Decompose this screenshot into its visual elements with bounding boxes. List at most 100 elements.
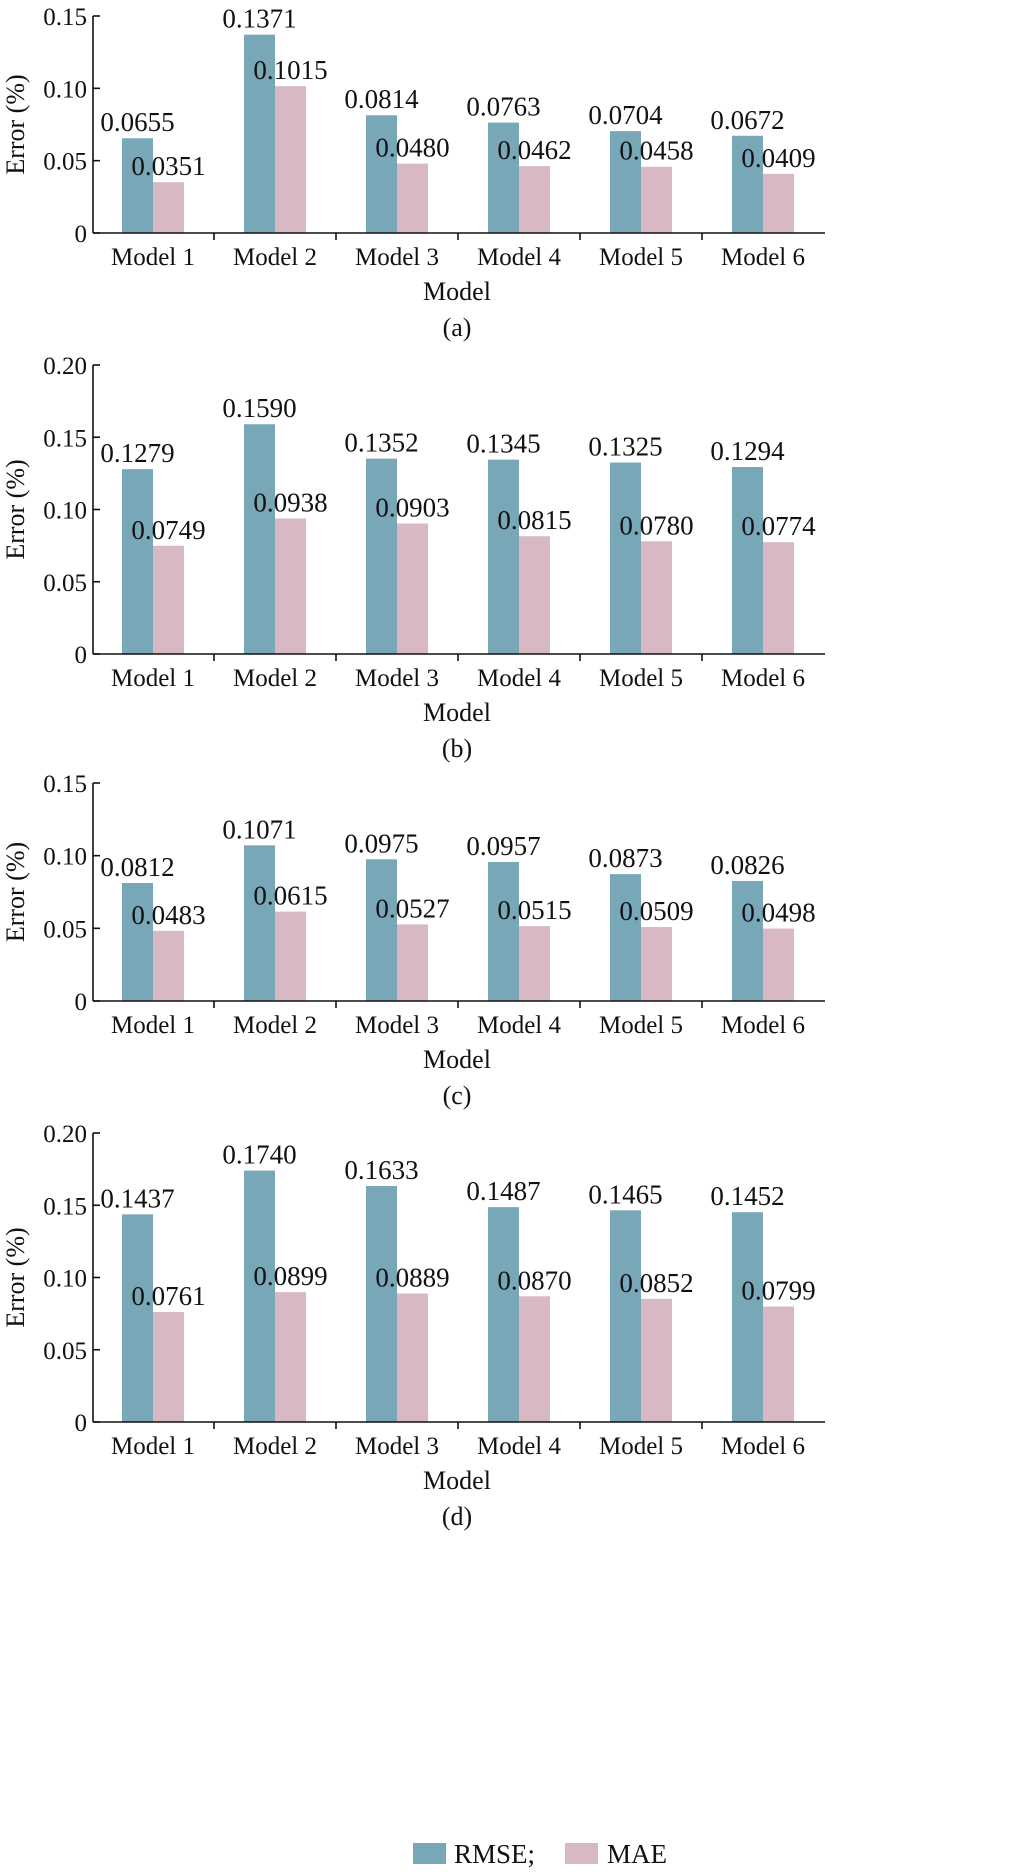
bar-value-label: 0.0815	[497, 505, 571, 535]
bar-value-label: 0.0903	[375, 493, 449, 523]
legend-label-mae: MAE	[607, 1839, 667, 1869]
panel-label: (d)	[442, 1502, 472, 1531]
bar-value-label: 0.1465	[588, 1179, 662, 1209]
x-tick-label: Model 5	[599, 665, 683, 692]
x-axis-title: Model	[423, 1045, 491, 1074]
x-tick-label: Model 5	[599, 1433, 683, 1460]
bar-rmse-4	[488, 122, 519, 233]
x-tick-label: Model 1	[111, 1433, 195, 1460]
bar-value-label: 0.1487	[466, 1176, 540, 1206]
y-tick-label: 0.05	[43, 149, 87, 176]
bar-rmse-3	[366, 115, 397, 233]
chart-panel-1: 0.0655 0.0351 Model 1 0.1371 0.1015 Model 2 0.…	[1, 4, 825, 342]
bar-rmse-3	[366, 458, 397, 654]
bar-value-label: 0.1452	[710, 1181, 784, 1211]
bar-mae-1	[153, 545, 184, 654]
bar-mae-5	[641, 166, 672, 233]
x-tick-label: Model 6	[721, 665, 805, 692]
x-tick-label: Model 6	[721, 1433, 805, 1460]
bar-value-label: 0.0774	[741, 511, 816, 541]
bar-mae-3	[397, 523, 428, 654]
bar-mae-3	[397, 1293, 428, 1422]
bar-rmse-6	[732, 467, 763, 654]
y-axis-title: Error (%)	[1, 459, 30, 559]
bar-rmse-4	[488, 861, 519, 1001]
bar-rmse-5	[610, 131, 641, 233]
bar-rmse-2	[244, 34, 275, 233]
bar-rmse-1	[122, 1214, 153, 1422]
x-tick-label: Model 4	[477, 1012, 562, 1039]
x-tick-label: Model 6	[721, 244, 805, 271]
bar-value-label: 0.0615	[253, 881, 327, 911]
bar-value-label: 0.0483	[131, 900, 205, 930]
x-tick-label: Model 5	[599, 244, 683, 271]
bar-mae-4	[519, 926, 550, 1001]
bar-value-label: 0.0761	[131, 1281, 205, 1311]
x-tick-label: Model 2	[233, 1433, 317, 1460]
bar-mae-1	[153, 1312, 184, 1422]
bar-mae-5	[641, 927, 672, 1001]
bar-value-label: 0.0870	[497, 1265, 571, 1295]
x-tick-label: Model 4	[477, 1433, 562, 1460]
y-tick-label: 0.20	[43, 353, 87, 380]
bar-value-label: 0.0799	[741, 1276, 815, 1306]
y-tick-label: 0.15	[43, 1193, 87, 1220]
chart-panel-3: 0.0812 0.0483 Model 1 0.1071 0.0615 Model 2 0.…	[1, 771, 825, 1110]
bar-rmse-6	[732, 880, 763, 1001]
bar-value-label: 0.0889	[375, 1263, 449, 1293]
x-tick-label: Model 2	[233, 244, 317, 271]
legend: RMSE; MAE	[413, 1839, 667, 1869]
bar-mae-2	[275, 86, 306, 233]
legend-swatch-mae	[565, 1843, 598, 1864]
bar-value-label: 0.0480	[375, 133, 449, 163]
bar-mae-3	[397, 924, 428, 1001]
y-tick-label: 0	[75, 1410, 88, 1437]
bar-value-label: 0.1437	[100, 1183, 174, 1213]
bar-rmse-1	[122, 469, 153, 654]
x-axis-title: Model	[423, 1466, 491, 1495]
y-tick-label: 0	[75, 989, 88, 1016]
bar-value-label: 0.0826	[710, 850, 784, 880]
bar-rmse-3	[366, 1186, 397, 1422]
x-tick-label: Model 3	[355, 1012, 439, 1039]
bar-value-label: 0.1325	[588, 432, 662, 462]
bar-mae-5	[641, 541, 672, 654]
bar-value-label: 0.1352	[344, 428, 418, 458]
bar-mae-4	[519, 536, 550, 654]
x-tick-label: Model 3	[355, 1433, 439, 1460]
bar-rmse-2	[244, 845, 275, 1001]
x-tick-label: Model 1	[111, 244, 195, 271]
bar-value-label: 0.0814	[344, 84, 419, 114]
bar-rmse-4	[488, 459, 519, 654]
bar-rmse-2	[244, 424, 275, 654]
bar-value-label: 0.0498	[741, 898, 815, 928]
bar-value-label: 0.1345	[466, 429, 540, 459]
x-tick-label: Model 5	[599, 1012, 683, 1039]
y-tick-label: 0.05	[43, 570, 87, 597]
y-tick-label: 0.10	[43, 844, 87, 871]
bar-value-label: 0.0852	[619, 1268, 693, 1298]
bar-value-label: 0.0938	[253, 487, 327, 517]
bar-value-label: 0.1015	[253, 55, 327, 85]
bar-value-label: 0.1371	[222, 4, 296, 34]
bar-value-label: 0.0704	[588, 100, 663, 130]
bar-value-label: 0.0957	[466, 831, 540, 861]
chart-panel-2: 0.1279 0.0749 Model 1 0.1590 0.0938 Model 2 0.…	[1, 353, 825, 763]
y-tick-label: 0.05	[43, 916, 87, 943]
bar-mae-6	[763, 173, 794, 233]
y-tick-label: 0.15	[43, 425, 87, 452]
bar-value-label: 0.0975	[344, 828, 418, 858]
x-tick-label: Model 1	[111, 665, 195, 692]
x-tick-label: Model 6	[721, 1012, 805, 1039]
bar-rmse-6	[732, 1212, 763, 1422]
bar-value-label: 0.0672	[710, 105, 784, 135]
bar-rmse-5	[610, 874, 641, 1001]
x-tick-label: Model 3	[355, 665, 439, 692]
x-tick-label: Model 3	[355, 244, 439, 271]
bar-rmse-6	[732, 135, 763, 233]
bar-value-label: 0.0763	[466, 92, 540, 122]
y-tick-label: 0.15	[43, 4, 87, 31]
bar-mae-5	[641, 1298, 672, 1422]
